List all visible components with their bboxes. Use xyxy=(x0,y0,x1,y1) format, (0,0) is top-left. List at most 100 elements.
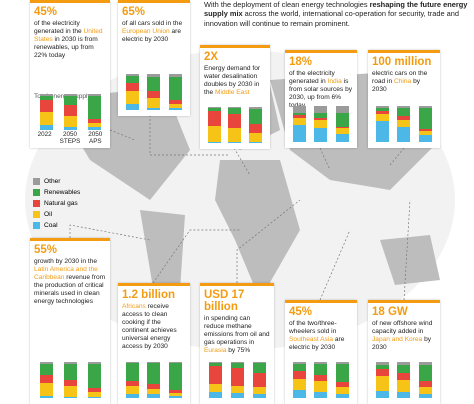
card-text: electric cars on the road in China by 20… xyxy=(372,70,436,94)
bar-segment xyxy=(39,112,53,125)
bar-group xyxy=(289,362,353,398)
intro-segment: With the deployment of clean energy tech… xyxy=(204,0,370,9)
stacked-bar xyxy=(168,362,182,398)
bar-segment xyxy=(376,376,390,391)
stacked-bar xyxy=(252,362,266,398)
bar-segment xyxy=(230,363,244,368)
info-card: 55% growth by 2030 in the Latin America a… xyxy=(30,238,110,404)
bar-segment xyxy=(168,99,182,104)
text-segment: are electric by 2030 xyxy=(122,27,182,43)
text-segment: of new offshore wind capacity added in xyxy=(372,320,433,335)
bar-segment xyxy=(335,362,349,365)
bar-segment xyxy=(147,97,161,108)
legend-label: Renewables xyxy=(44,189,81,196)
stacked-bar xyxy=(397,362,411,398)
bar-segment xyxy=(208,392,222,398)
bar-segment xyxy=(207,107,221,109)
bar-segment xyxy=(228,113,242,128)
legend-swatch xyxy=(33,222,40,229)
legend-label: Oil xyxy=(44,211,53,218)
bar-group xyxy=(122,362,186,398)
bar-segment xyxy=(293,364,307,372)
bar-segment xyxy=(293,390,307,398)
bar-segment xyxy=(335,364,349,383)
bar-segment xyxy=(418,108,432,130)
bar-segment xyxy=(418,106,432,109)
bar-segment xyxy=(397,364,411,373)
bar-segment xyxy=(249,109,263,124)
info-card: 45% of the two/three-wheelers sold in Sou… xyxy=(285,300,357,404)
bar-segment xyxy=(63,96,77,106)
bar-segment xyxy=(376,111,390,114)
bar-segment xyxy=(335,106,349,113)
bar-segment xyxy=(314,391,328,398)
info-card: 45% of the electricity generated in the U… xyxy=(30,0,110,148)
bar-group xyxy=(204,362,270,398)
bar-segment xyxy=(252,393,266,398)
bar-segment xyxy=(168,390,182,393)
card-text: Energy demand for water desalination dou… xyxy=(204,65,266,97)
bar-segment xyxy=(230,385,244,393)
bar-segment xyxy=(397,380,411,393)
bar-segment xyxy=(249,123,263,133)
bar-segment xyxy=(418,393,432,398)
text-segment: by 2030 xyxy=(372,335,432,351)
stacked-bar xyxy=(230,362,244,398)
bar-segment xyxy=(293,118,307,126)
stacked-bar xyxy=(39,94,53,130)
bar-segment xyxy=(335,134,349,142)
stacked-bar xyxy=(39,362,53,398)
legend-item: Other xyxy=(33,176,80,187)
card-text: of new offshore wind capacity added in J… xyxy=(372,320,436,352)
bar-segment xyxy=(335,393,349,398)
bar-segment xyxy=(208,363,222,366)
bar-segment xyxy=(87,387,101,392)
legend-label: Coal xyxy=(44,222,58,229)
bar-segment xyxy=(208,362,222,364)
text-segment: of the electricity generated in the xyxy=(34,20,84,35)
bar-segment xyxy=(314,120,328,129)
headline: 45% xyxy=(289,306,313,318)
stacked-bar xyxy=(314,106,328,142)
stacked-bar xyxy=(418,106,432,142)
bar-segment xyxy=(39,374,53,383)
text-segment: electric cars on the road in xyxy=(372,70,428,85)
headline: 55% xyxy=(34,244,58,256)
card-text: of the electricity generated in India is… xyxy=(289,70,353,110)
text-segment: United States xyxy=(34,27,103,43)
stacked-bar xyxy=(63,94,77,130)
bar-segment xyxy=(397,372,411,381)
bar-segment xyxy=(207,142,221,143)
bar-segment xyxy=(293,125,307,142)
text-segment: in spending can reduce methane emissions… xyxy=(204,315,270,346)
x-labels: 2022 2050 STEPS 2050 APS xyxy=(32,131,108,146)
bar-segment xyxy=(335,387,349,394)
bar-segment xyxy=(39,100,53,113)
stacked-bar xyxy=(126,74,140,110)
text-segment: is from solar sources by 2030, up from 6… xyxy=(289,77,353,109)
bar-segment xyxy=(147,388,161,395)
stacked-bar xyxy=(87,362,101,398)
bar-segment xyxy=(293,113,307,116)
legend-item: Natural gas xyxy=(33,198,80,209)
bar-segment xyxy=(63,115,77,127)
bar-segment xyxy=(126,76,140,83)
bar-segment xyxy=(63,386,77,397)
bar-group xyxy=(372,106,436,142)
bar-segment xyxy=(397,126,411,142)
bar-segment xyxy=(87,364,101,388)
bar-segment xyxy=(397,362,411,365)
x-tick-label: 2050 STEPS xyxy=(59,130,81,146)
bar-segment xyxy=(397,116,411,120)
bar-segment xyxy=(418,362,432,365)
bar-segment xyxy=(126,381,140,386)
bar-segment xyxy=(39,94,53,96)
card-text: in spending can reduce methane emissions… xyxy=(204,315,270,355)
bar-segment xyxy=(252,363,266,373)
info-card: 18% of the electricity generated in India… xyxy=(285,50,357,148)
text-segment: Eurasia xyxy=(204,346,227,354)
bar-segment xyxy=(87,94,101,97)
bar-segment xyxy=(126,91,140,104)
bar-segment xyxy=(376,121,390,142)
